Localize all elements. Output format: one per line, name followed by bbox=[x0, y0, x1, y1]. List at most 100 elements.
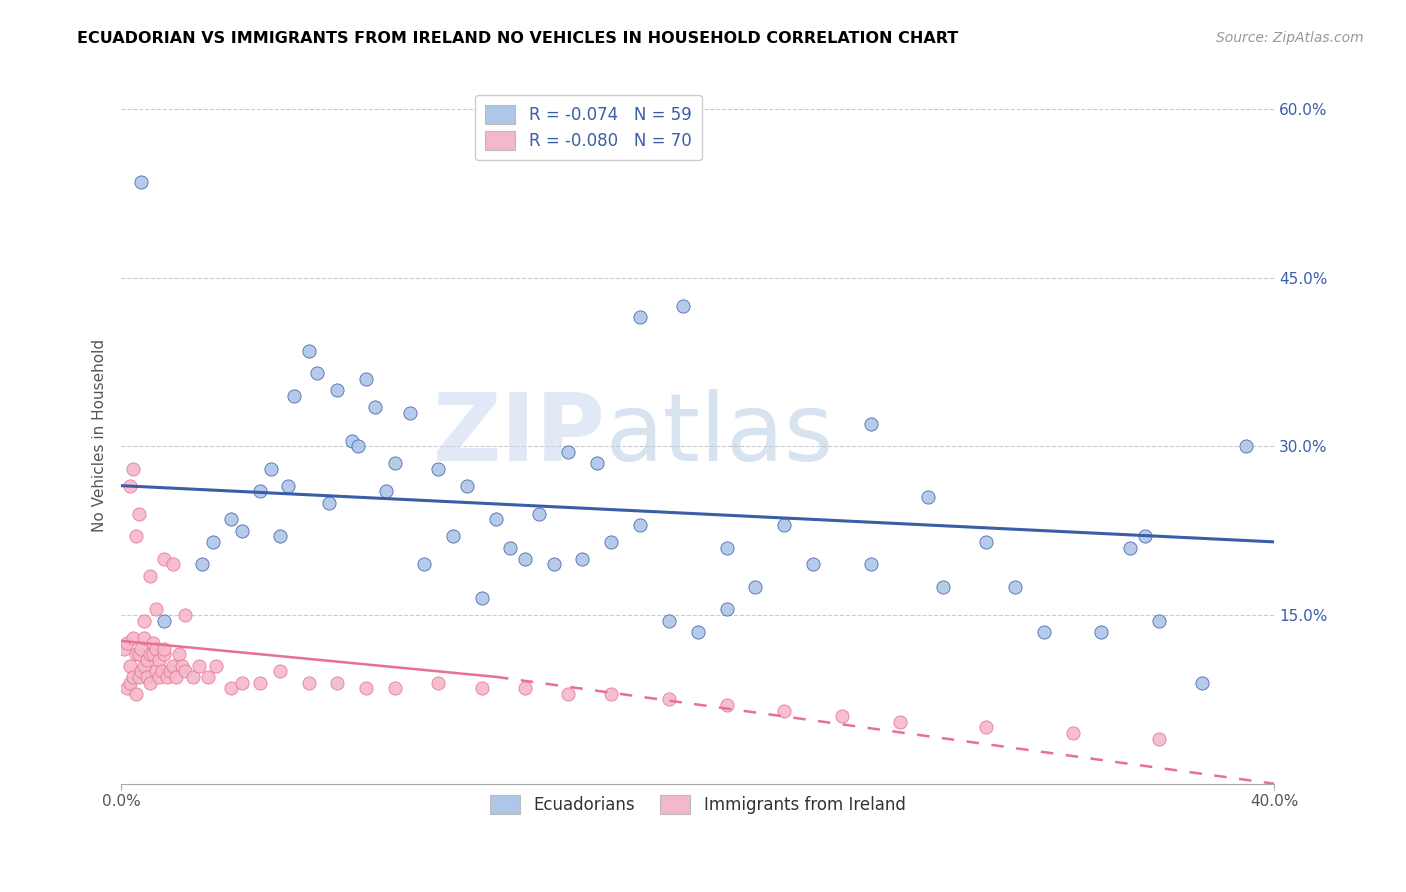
Point bbox=[413, 558, 436, 572]
Point bbox=[205, 658, 228, 673]
Point bbox=[115, 681, 138, 695]
Point bbox=[932, 580, 955, 594]
Point bbox=[384, 456, 406, 470]
Point bbox=[384, 681, 406, 695]
Point bbox=[859, 417, 882, 431]
Text: ZIP: ZIP bbox=[433, 389, 606, 481]
Point bbox=[586, 456, 609, 470]
Text: ECUADORIAN VS IMMIGRANTS FROM IRELAND NO VEHICLES IN HOUSEHOLD CORRELATION CHART: ECUADORIAN VS IMMIGRANTS FROM IRELAND NO… bbox=[77, 31, 959, 46]
Point bbox=[170, 658, 193, 673]
Point bbox=[318, 495, 340, 509]
Point bbox=[398, 406, 420, 420]
Point bbox=[716, 602, 738, 616]
Point bbox=[831, 709, 853, 723]
Point bbox=[148, 670, 170, 684]
Point bbox=[219, 512, 242, 526]
Point bbox=[139, 648, 162, 662]
Point bbox=[131, 641, 153, 656]
Point bbox=[600, 535, 623, 549]
Point bbox=[513, 681, 536, 695]
Point bbox=[121, 631, 143, 645]
Point bbox=[118, 675, 141, 690]
Point bbox=[658, 692, 681, 706]
Point bbox=[231, 524, 253, 538]
Point bbox=[145, 641, 167, 656]
Point bbox=[124, 687, 146, 701]
Point bbox=[658, 614, 681, 628]
Point bbox=[136, 670, 159, 684]
Point bbox=[1147, 614, 1170, 628]
Point bbox=[136, 653, 159, 667]
Text: atlas: atlas bbox=[606, 389, 834, 481]
Point bbox=[346, 439, 368, 453]
Point bbox=[513, 551, 536, 566]
Point bbox=[557, 687, 579, 701]
Point bbox=[326, 675, 349, 690]
Point bbox=[219, 681, 242, 695]
Point bbox=[231, 675, 253, 690]
Point bbox=[115, 636, 138, 650]
Point bbox=[326, 383, 349, 397]
Point bbox=[121, 670, 143, 684]
Point bbox=[153, 648, 176, 662]
Point bbox=[124, 529, 146, 543]
Point bbox=[356, 681, 378, 695]
Point bbox=[1133, 529, 1156, 543]
Point bbox=[1119, 541, 1142, 555]
Point bbox=[427, 462, 450, 476]
Point bbox=[162, 558, 184, 572]
Point bbox=[1191, 675, 1213, 690]
Point bbox=[974, 721, 997, 735]
Point bbox=[191, 558, 214, 572]
Point bbox=[1004, 580, 1026, 594]
Point bbox=[249, 484, 271, 499]
Point bbox=[188, 658, 211, 673]
Point bbox=[181, 670, 204, 684]
Point bbox=[131, 175, 153, 189]
Point bbox=[297, 343, 319, 358]
Point bbox=[145, 665, 167, 679]
Point bbox=[716, 541, 738, 555]
Point bbox=[124, 648, 146, 662]
Point bbox=[131, 665, 153, 679]
Point bbox=[859, 558, 882, 572]
Point bbox=[128, 670, 150, 684]
Point bbox=[153, 614, 176, 628]
Point bbox=[118, 658, 141, 673]
Point bbox=[557, 445, 579, 459]
Point bbox=[139, 675, 162, 690]
Point bbox=[269, 529, 291, 543]
Point bbox=[427, 675, 450, 690]
Point bbox=[441, 529, 464, 543]
Point bbox=[571, 551, 593, 566]
Point bbox=[260, 462, 283, 476]
Point bbox=[142, 648, 165, 662]
Point bbox=[150, 665, 173, 679]
Point bbox=[197, 670, 219, 684]
Point bbox=[340, 434, 363, 448]
Point bbox=[917, 490, 939, 504]
Point bbox=[165, 670, 187, 684]
Point bbox=[485, 512, 508, 526]
Point bbox=[773, 704, 796, 718]
Point bbox=[156, 670, 179, 684]
Text: Source: ZipAtlas.com: Source: ZipAtlas.com bbox=[1216, 31, 1364, 45]
Point bbox=[134, 658, 156, 673]
Point bbox=[456, 478, 478, 492]
Point bbox=[744, 580, 766, 594]
Point bbox=[600, 687, 623, 701]
Point bbox=[159, 665, 181, 679]
Point bbox=[1147, 731, 1170, 746]
Point bbox=[628, 518, 651, 533]
Point bbox=[307, 366, 329, 380]
Point bbox=[1090, 624, 1112, 639]
Point bbox=[1062, 726, 1084, 740]
Point bbox=[202, 535, 225, 549]
Point bbox=[121, 462, 143, 476]
Point bbox=[162, 658, 184, 673]
Point bbox=[134, 614, 156, 628]
Point bbox=[471, 681, 494, 695]
Point bbox=[628, 310, 651, 324]
Point bbox=[139, 568, 162, 582]
Point bbox=[297, 675, 319, 690]
